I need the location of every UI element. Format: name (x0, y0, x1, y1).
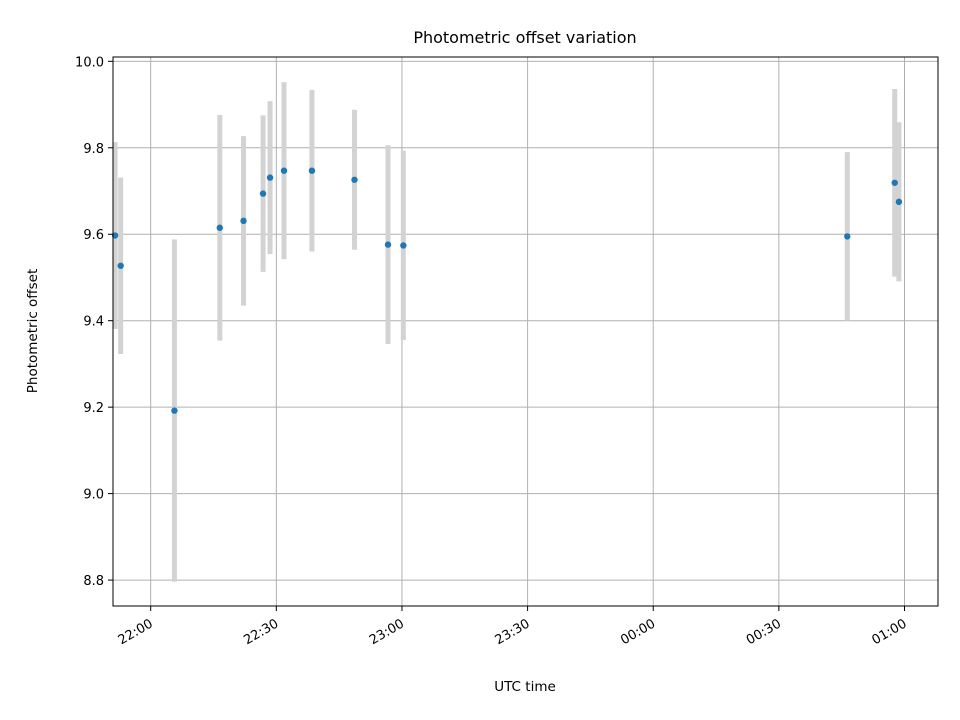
error-bars (112, 82, 902, 582)
data-point (117, 262, 124, 269)
data-point (280, 167, 288, 174)
data-point (400, 242, 407, 249)
y-tick-label: 9.2 (83, 401, 104, 416)
x-tick-label: 23:30 (493, 616, 533, 648)
x-axis-label: UTC time (494, 679, 556, 695)
data-point (351, 176, 358, 183)
data-point (895, 198, 903, 206)
data-points (111, 167, 903, 414)
y-tick-label: 9.8 (83, 142, 104, 157)
data-point (308, 167, 316, 174)
data-point (266, 174, 274, 181)
x-tick-label: 00:00 (618, 616, 658, 648)
x-tick-label: 00:30 (744, 616, 784, 648)
x-tick-label: 01:00 (870, 616, 910, 648)
y-tick-label: 8.8 (83, 574, 104, 589)
y-axis-label: Photometric offset (25, 269, 41, 393)
y-axis: 8.8 9.0 9.2 9.4 9.6 9.8 10.0 (75, 55, 113, 589)
chart-title: Photometric offset variation (413, 28, 636, 47)
x-tick-label: 22:30 (241, 616, 281, 648)
data-point (216, 224, 223, 231)
y-tick-label: 9.4 (83, 315, 104, 330)
grid (113, 57, 938, 606)
data-point (259, 190, 267, 197)
data-point (844, 233, 851, 240)
y-tick-label: 10.0 (75, 55, 104, 70)
data-point (171, 407, 178, 414)
plot-frame (112, 56, 939, 607)
data-point (891, 179, 898, 186)
y-tick-label: 9.0 (83, 488, 104, 503)
x-tick-label: 23:00 (367, 616, 407, 648)
y-tick-label: 9.6 (83, 228, 104, 243)
data-point (240, 217, 247, 225)
x-tick-label: 22:00 (116, 616, 156, 648)
data-point (384, 241, 392, 248)
x-axis: 22:00 22:30 23:00 23:30 00:00 00:30 01:00 (116, 606, 910, 648)
